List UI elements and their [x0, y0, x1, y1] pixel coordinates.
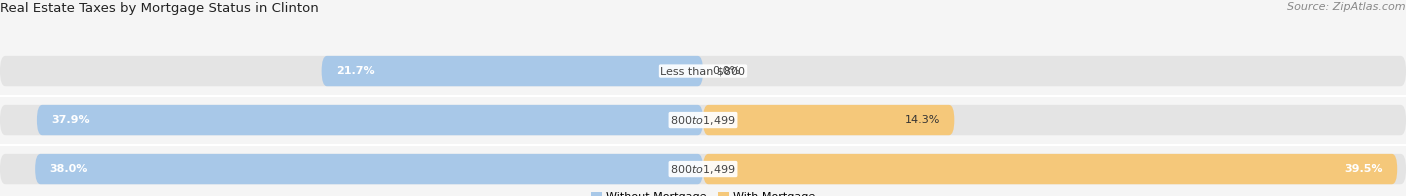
- Text: 0.0%: 0.0%: [711, 66, 740, 76]
- FancyBboxPatch shape: [322, 56, 703, 86]
- Text: $800 to $1,499: $800 to $1,499: [671, 162, 735, 176]
- Text: Less than $800: Less than $800: [661, 66, 745, 76]
- Text: 37.9%: 37.9%: [51, 115, 90, 125]
- FancyBboxPatch shape: [35, 154, 703, 184]
- Text: 38.0%: 38.0%: [49, 164, 87, 174]
- Text: 14.3%: 14.3%: [905, 115, 941, 125]
- Text: Source: ZipAtlas.com: Source: ZipAtlas.com: [1288, 3, 1406, 13]
- Text: $800 to $1,499: $800 to $1,499: [671, 113, 735, 127]
- Text: Real Estate Taxes by Mortgage Status in Clinton: Real Estate Taxes by Mortgage Status in …: [0, 3, 319, 15]
- FancyBboxPatch shape: [0, 56, 1406, 86]
- FancyBboxPatch shape: [703, 154, 1398, 184]
- Text: 21.7%: 21.7%: [336, 66, 374, 76]
- Legend: Without Mortgage, With Mortgage: Without Mortgage, With Mortgage: [586, 187, 820, 196]
- FancyBboxPatch shape: [0, 154, 1406, 184]
- FancyBboxPatch shape: [37, 105, 703, 135]
- FancyBboxPatch shape: [703, 105, 955, 135]
- FancyBboxPatch shape: [0, 105, 1406, 135]
- Text: 39.5%: 39.5%: [1344, 164, 1384, 174]
